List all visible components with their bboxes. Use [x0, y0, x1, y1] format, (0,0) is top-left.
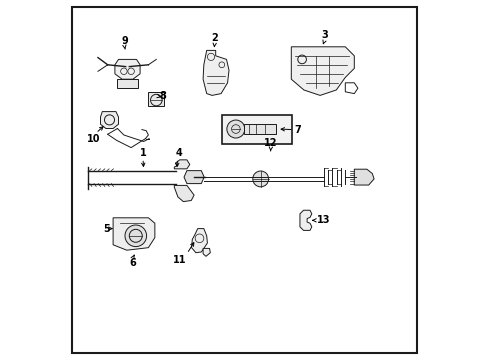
Polygon shape	[174, 185, 194, 202]
Polygon shape	[191, 229, 207, 253]
Text: 9: 9	[121, 36, 128, 46]
Polygon shape	[183, 171, 204, 184]
Polygon shape	[115, 59, 140, 79]
Polygon shape	[354, 169, 373, 185]
Polygon shape	[203, 50, 228, 95]
Polygon shape	[174, 160, 189, 169]
Polygon shape	[113, 218, 155, 250]
Text: 10: 10	[86, 134, 100, 144]
Text: 2: 2	[211, 33, 218, 43]
Text: 3: 3	[321, 30, 327, 40]
Text: 6: 6	[129, 258, 136, 269]
Text: 13: 13	[316, 215, 329, 225]
Bar	[222, 115, 292, 144]
Bar	[148, 92, 164, 106]
Text: 11: 11	[172, 255, 186, 265]
Text: 5: 5	[103, 224, 110, 234]
Text: 7: 7	[294, 125, 300, 135]
Bar	[117, 79, 138, 88]
Circle shape	[226, 120, 244, 138]
Text: 1: 1	[139, 148, 146, 158]
Circle shape	[252, 171, 268, 187]
Text: 8: 8	[159, 91, 166, 102]
Polygon shape	[299, 210, 311, 230]
Text: 4: 4	[175, 148, 182, 158]
Polygon shape	[203, 248, 210, 256]
Text: 12: 12	[264, 138, 277, 148]
Bar	[244, 124, 276, 134]
Polygon shape	[291, 47, 354, 95]
Circle shape	[125, 225, 146, 247]
Polygon shape	[101, 112, 118, 129]
